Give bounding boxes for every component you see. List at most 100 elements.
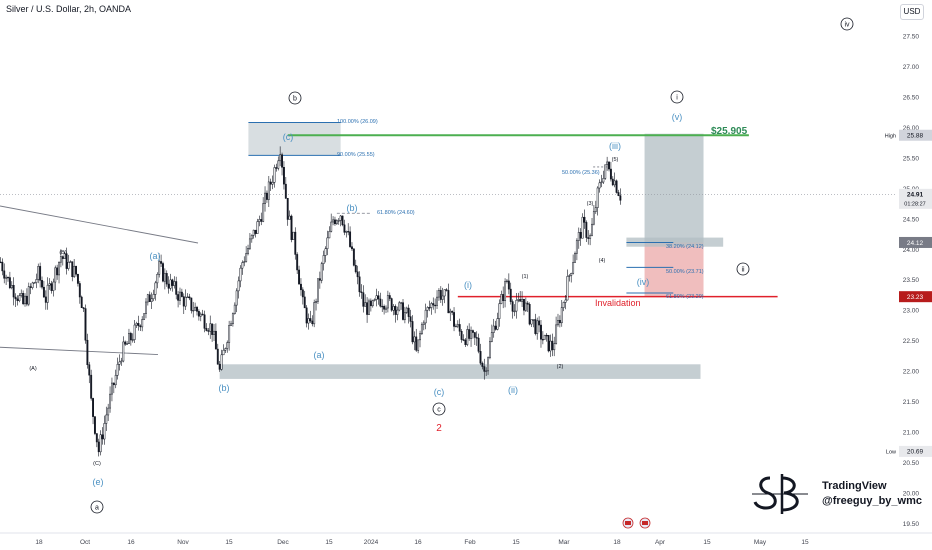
candle-body — [201, 313, 204, 316]
invalidation-price-tag: 23.23 — [907, 294, 924, 301]
candle-body — [126, 343, 129, 345]
candle-body — [177, 294, 180, 301]
candle-body — [254, 229, 257, 234]
candle-body — [405, 307, 408, 313]
candle-body — [513, 310, 516, 313]
candle-body — [25, 295, 28, 305]
wave-label-blue: (a) — [150, 251, 161, 261]
candle-body — [526, 302, 529, 305]
candle-body — [216, 348, 219, 365]
candle-body — [301, 289, 304, 298]
candle-body — [502, 294, 505, 301]
candle-body — [369, 300, 372, 307]
wave-circle-label: a — [95, 505, 99, 512]
time-axis[interactable]: 18 Oct 16 Nov 15 Dec 15 2024 16 Feb 15 Mar 18 Apr 15 Ma… — [0, 517, 932, 546]
candle-body — [547, 334, 550, 352]
candle-body — [109, 393, 112, 409]
wave-label-blue: (ii) — [508, 385, 518, 395]
wave-label-blue: (a) — [314, 350, 325, 360]
candle-body — [93, 416, 96, 434]
candle-body — [460, 331, 463, 340]
candle-body — [543, 334, 546, 340]
candle-body — [0, 261, 2, 264]
candle-body — [180, 291, 183, 297]
wave-label-blue: (v) — [672, 112, 683, 122]
candle-body — [536, 320, 539, 334]
watermark-author: @freeguy_by_wmc — [822, 495, 922, 507]
candle-body — [349, 231, 352, 247]
candle-body — [309, 318, 312, 322]
candle-body — [541, 339, 544, 341]
currency-button[interactable]: USD — [900, 4, 924, 20]
candle-body — [468, 329, 471, 339]
candle-body — [551, 340, 554, 351]
candle-body — [116, 364, 119, 376]
candle-body — [41, 280, 43, 288]
candle-body — [315, 301, 318, 303]
candle-body — [394, 306, 397, 315]
candle-body — [553, 343, 556, 351]
price-axis[interactable]: 19.50 20.00 20.50 21.00 21.50 22.00 22.50 23.00… — [885, 0, 932, 550]
fib-label: 100.00% (26.09) — [337, 119, 378, 125]
candle-body — [124, 341, 127, 345]
candle-body — [243, 261, 246, 263]
annotation-layer: (B) (A) (C) (1) (2) (3) (4) (5) (a) (e) (b) (c) (a) (… — [29, 17, 854, 514]
candle-body — [59, 256, 62, 263]
candle-body — [356, 271, 359, 278]
candle-body — [260, 219, 263, 222]
candle-body — [572, 262, 575, 274]
x-tick-label: Oct — [80, 539, 90, 546]
candle-body — [489, 341, 491, 358]
candle-body — [137, 323, 140, 327]
candle-body — [71, 261, 74, 277]
candle-body — [101, 434, 104, 440]
candle-body — [75, 265, 77, 275]
x-tick-label: 15 — [512, 539, 520, 546]
candle-body — [264, 192, 266, 204]
candle-body — [604, 164, 607, 179]
x-tick-label: Apr — [655, 539, 666, 546]
candle-body — [530, 319, 533, 325]
candle-body — [594, 207, 597, 212]
candle-body — [383, 306, 386, 310]
candle-body — [250, 234, 253, 240]
candle-body — [447, 290, 450, 314]
candle-body — [273, 167, 276, 183]
candle-body — [133, 324, 136, 340]
candle-body — [294, 231, 297, 255]
low-price-tag: 20.69 — [907, 449, 924, 456]
candle-body — [400, 302, 403, 304]
y-tick-label: 21.00 — [903, 430, 920, 437]
candle-body — [1, 261, 4, 272]
candle-body — [608, 161, 610, 170]
candle-body — [233, 304, 236, 314]
candle-body — [107, 407, 110, 416]
candle-body — [197, 311, 200, 317]
candle-body — [398, 302, 401, 311]
candle-body — [507, 280, 510, 290]
candle-body — [318, 278, 321, 281]
candle-body — [69, 261, 72, 263]
candle-body — [24, 295, 26, 305]
candle-body — [534, 319, 537, 334]
candle-body — [322, 255, 325, 264]
candle-body — [555, 324, 558, 344]
target-price-tag-bg — [899, 236, 932, 248]
candle-body — [82, 307, 85, 309]
candle-body — [35, 279, 38, 283]
candle-body — [262, 203, 265, 222]
x-tick-label: Nov — [177, 539, 189, 546]
candle-body — [596, 187, 599, 208]
candle-body — [118, 361, 121, 365]
candle-body — [515, 299, 518, 312]
candle-body — [439, 290, 442, 300]
candle-body — [434, 304, 437, 307]
candle-body — [92, 398, 94, 417]
logo-icon — [752, 474, 808, 514]
candle-body — [473, 332, 476, 338]
candle-body — [5, 276, 8, 279]
watermark: TradingView @freeguy_by_wmc — [748, 470, 922, 518]
candle-body — [307, 318, 310, 324]
candle-body — [175, 281, 178, 295]
